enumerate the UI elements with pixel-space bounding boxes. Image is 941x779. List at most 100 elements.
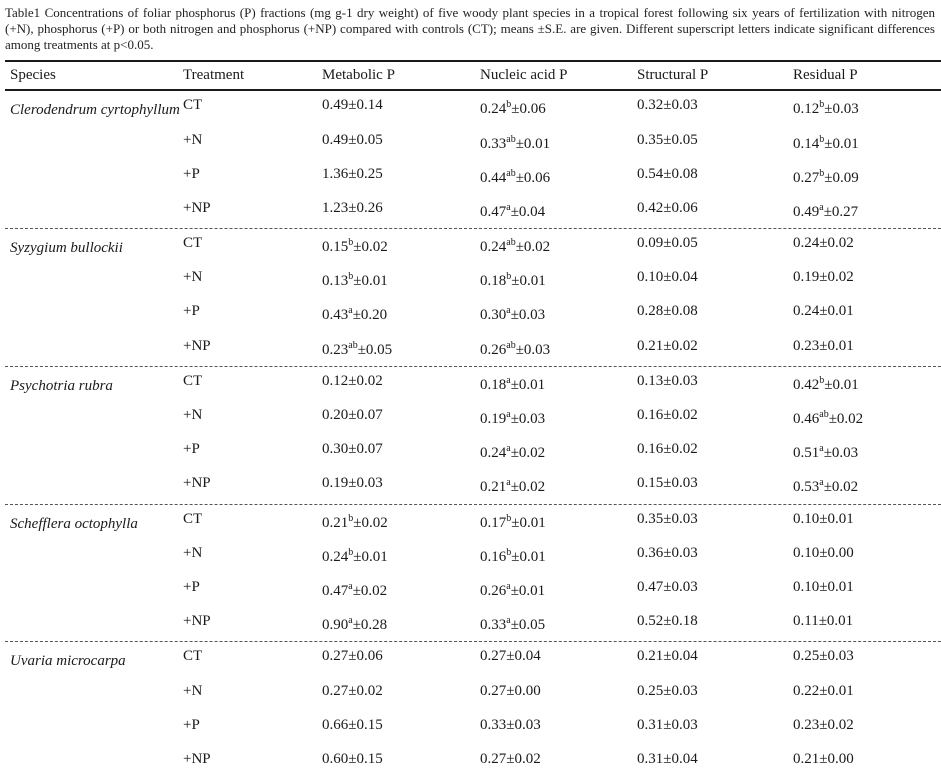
column-header-residual-p: Residual P [793,67,858,84]
column-header-nucleic-acid-p: Nucleic acid P [480,67,568,84]
species-name: Syzygium bullockii [10,240,123,257]
column-header-treatment: Treatment [183,67,245,84]
significance-superscript: a [348,580,353,592]
species-rows: CT 0.12±0.02 0.18a±0.01 0.13±0.03 0.42b±0.01… [183,367,941,504]
nucleic-acid-p-cell: 0.24ab±0.02 [480,237,551,256]
phosphorus-fractions-table: Species Treatment Metabolic P Nucleic ac… [5,60,941,779]
treatment-cell: CT [183,648,203,665]
residual-p-cell: 0.12b±0.03 [793,99,859,118]
metabolic-p-cell: 0.19±0.03 [322,475,383,492]
table-header-row: Species Treatment Metabolic P Nucleic ac… [5,60,941,92]
significance-superscript: a [819,201,824,213]
species-name: Clerodendrum cyrtophyllum [10,102,180,119]
metabolic-p-cell: 0.27±0.06 [322,648,383,665]
residual-p-cell: 0.53a±0.02 [793,477,859,496]
significance-superscript: b [348,271,354,283]
structural-p-cell: 0.10±0.04 [637,269,698,286]
column-header-metabolic-p: Metabolic P [322,67,395,84]
structural-p-cell: 0.31±0.04 [637,750,698,767]
significance-superscript: a [506,580,511,592]
residual-p-cell: 0.46ab±0.02 [793,409,864,428]
treatment-cell: +NP [183,337,211,354]
significance-superscript: b [506,546,512,558]
residual-p-cell: 0.10±0.00 [793,544,854,561]
metabolic-p-cell: 0.66±0.15 [322,716,383,733]
residual-p-cell: 0.23±0.02 [793,716,854,733]
nucleic-acid-p-cell: 0.27±0.00 [480,682,541,699]
treatment-cell: CT [183,97,203,114]
treatment-cell: +N [183,682,203,699]
metabolic-p-cell: 0.12±0.02 [322,372,383,389]
nucleic-acid-p-cell: 0.47a±0.04 [480,201,546,220]
significance-superscript: b [819,374,825,386]
significance-superscript: a [506,409,511,421]
residual-p-cell: 0.11±0.01 [793,613,854,630]
significance-superscript: ab [506,237,516,249]
table-row: +N 0.49±0.05 0.33ab±0.01 0.35±0.05 0.14b±0.0… [183,126,941,160]
structural-p-cell: 0.31±0.03 [637,716,698,733]
metabolic-p-cell: 0.23ab±0.05 [322,339,393,358]
significance-superscript: b [819,133,825,145]
species-rows: CT 0.27±0.06 0.27±0.04 0.21±0.04 0.25±0.03 +N… [183,642,941,779]
residual-p-cell: 0.22±0.01 [793,682,854,699]
significance-superscript: ab [819,409,829,421]
metabolic-p-cell: 0.43a±0.20 [322,305,388,324]
structural-p-cell: 0.54±0.08 [637,165,698,182]
structural-p-cell: 0.36±0.03 [637,544,698,561]
residual-p-cell: 0.24±0.02 [793,235,854,252]
metabolic-p-cell: 0.30±0.07 [322,441,383,458]
structural-p-cell: 0.32±0.03 [637,97,698,114]
table-row: +NP 0.90a±0.28 0.33a±0.05 0.52±0.18 0.11±0.0… [183,607,941,641]
table-row: +P 1.36±0.25 0.44ab±0.06 0.54±0.08 0.27b±0.0… [183,160,941,194]
nucleic-acid-p-cell: 0.26ab±0.03 [480,339,551,358]
significance-superscript: ab [506,339,516,351]
species-rows: CT 0.21b±0.02 0.17b±0.01 0.35±0.03 0.10±0.01… [183,505,941,642]
significance-superscript: b [506,271,512,283]
residual-p-cell: 0.10±0.01 [793,510,854,527]
species-block: Schefflera octophylla CT 0.21b±0.02 0.17b±0… [5,503,941,642]
table-row: +P 0.66±0.15 0.33±0.03 0.31±0.03 0.23±0.02 [183,711,941,745]
structural-p-cell: 0.09±0.05 [637,235,698,252]
nucleic-acid-p-cell: 0.33±0.03 [480,716,541,733]
structural-p-cell: 0.42±0.06 [637,199,698,216]
structural-p-cell: 0.13±0.03 [637,372,698,389]
nucleic-acid-p-cell: 0.16b±0.01 [480,546,546,565]
significance-superscript: a [506,443,511,455]
species-block: Uvaria microcarpa CT 0.27±0.06 0.27±0.04 0.2… [5,641,941,779]
significance-superscript: b [819,99,825,111]
residual-p-cell: 0.49a±0.27 [793,201,859,220]
table-caption: Table1 Concentrations of foliar phosphor… [5,5,935,53]
table-row: +N 0.13b±0.01 0.18b±0.01 0.10±0.04 0.19±0.02 [183,263,941,297]
nucleic-acid-p-cell: 0.33a±0.05 [480,615,546,634]
metabolic-p-cell: 0.24b±0.01 [322,546,388,565]
residual-p-cell: 0.19±0.02 [793,269,854,286]
residual-p-cell: 0.25±0.03 [793,648,854,665]
table-row: +P 0.30±0.07 0.24a±0.02 0.16±0.02 0.51a±0.03 [183,435,941,469]
significance-superscript: a [506,477,511,489]
metabolic-p-cell: 0.60±0.15 [322,750,383,767]
treatment-cell: CT [183,510,203,527]
significance-superscript: b [506,512,512,524]
significance-superscript: b [506,99,512,111]
metabolic-p-cell: 0.27±0.02 [322,682,383,699]
species-block: Syzygium bullockii CT 0.15b±0.02 0.24ab±0.0… [5,228,941,366]
table-row: +P 0.47a±0.02 0.26a±0.01 0.47±0.03 0.10±0.01 [183,573,941,607]
metabolic-p-cell: 0.15b±0.02 [322,237,388,256]
table-row: CT 0.49±0.14 0.24b±0.06 0.32±0.03 0.12b±0.03 [183,91,941,125]
treatment-cell: +N [183,544,203,561]
table-row: +N 0.24b±0.01 0.16b±0.01 0.36±0.03 0.10±0.00 [183,539,941,573]
table-row: CT 0.12±0.02 0.18a±0.01 0.13±0.03 0.42b±0.01 [183,367,941,401]
residual-p-cell: 0.10±0.01 [793,578,854,595]
nucleic-acid-p-cell: 0.33ab±0.01 [480,133,551,152]
structural-p-cell: 0.28±0.08 [637,303,698,320]
nucleic-acid-p-cell: 0.27±0.02 [480,750,541,767]
species-block: Psychotria rubra CT 0.12±0.02 0.18a±0.01 0.1… [5,365,941,504]
species-block: Clerodendrum cyrtophyllum CT 0.49±0.14 0.24… [5,91,941,228]
metabolic-p-cell: 1.36±0.25 [322,165,383,182]
structural-p-cell: 0.25±0.03 [637,682,698,699]
residual-p-cell: 0.14b±0.01 [793,133,859,152]
residual-p-cell: 0.42b±0.01 [793,374,859,393]
treatment-cell: CT [183,235,203,252]
significance-superscript: a [819,443,824,455]
table-row: CT 0.27±0.06 0.27±0.04 0.21±0.04 0.25±0.03 [183,642,941,676]
